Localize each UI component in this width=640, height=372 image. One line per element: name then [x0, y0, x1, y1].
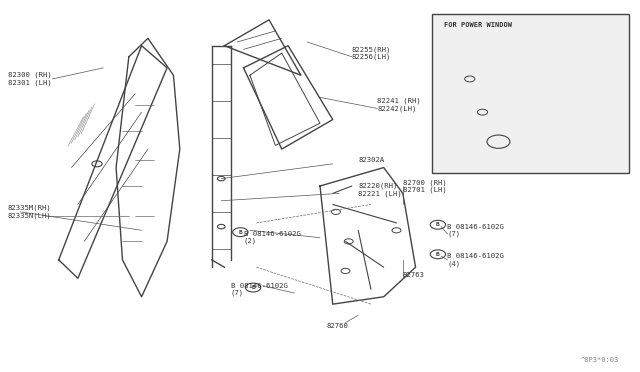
Text: 82760: 82760 [326, 323, 348, 329]
Text: B: B [239, 230, 242, 235]
Text: ^8P3*0:03: ^8P3*0:03 [581, 357, 620, 363]
Text: B: B [252, 285, 255, 290]
Text: 82300 (RH)
82301 (LH): 82300 (RH) 82301 (LH) [8, 72, 51, 86]
Text: B 08146-6102G
(7): B 08146-6102G (7) [447, 224, 504, 237]
Text: 82220(RH)
82221 (LH): 82220(RH) 82221 (LH) [358, 183, 402, 197]
Text: B: B [436, 222, 440, 227]
Text: 82700 (RH)
82701 (LH): 82700 (RH) 82701 (LH) [492, 37, 532, 51]
Text: B 08146-6102G
(7): B 08146-6102G (7) [231, 283, 287, 296]
Text: FOR POWER WINDOW: FOR POWER WINDOW [444, 22, 512, 28]
Text: B: B [436, 252, 440, 257]
Text: 82302A: 82302A [358, 157, 385, 163]
Text: B 08146-6102G
(2): B 08146-6102G (2) [244, 231, 300, 244]
Text: 82700 (RH)
82701 (LH): 82700 (RH) 82701 (LH) [403, 179, 447, 193]
Text: 82752(RH)
82753(LH): 82752(RH) 82753(LH) [492, 103, 528, 117]
Text: 82335M(RH)
82335N(LH): 82335M(RH) 82335N(LH) [8, 205, 51, 219]
Text: 82255(RH)
82256(LH): 82255(RH) 82256(LH) [352, 46, 391, 60]
FancyBboxPatch shape [431, 14, 629, 173]
Text: B 08146-6102G
(4): B 08146-6102G (4) [447, 253, 504, 267]
Text: 82241 (RH)
82242(LH): 82241 (RH) 82242(LH) [378, 98, 421, 112]
Text: 82763: 82763 [403, 272, 425, 278]
